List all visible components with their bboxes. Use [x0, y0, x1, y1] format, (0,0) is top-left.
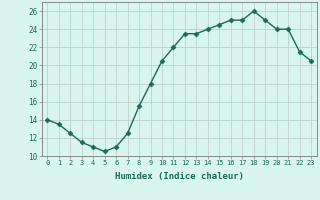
- X-axis label: Humidex (Indice chaleur): Humidex (Indice chaleur): [115, 172, 244, 181]
